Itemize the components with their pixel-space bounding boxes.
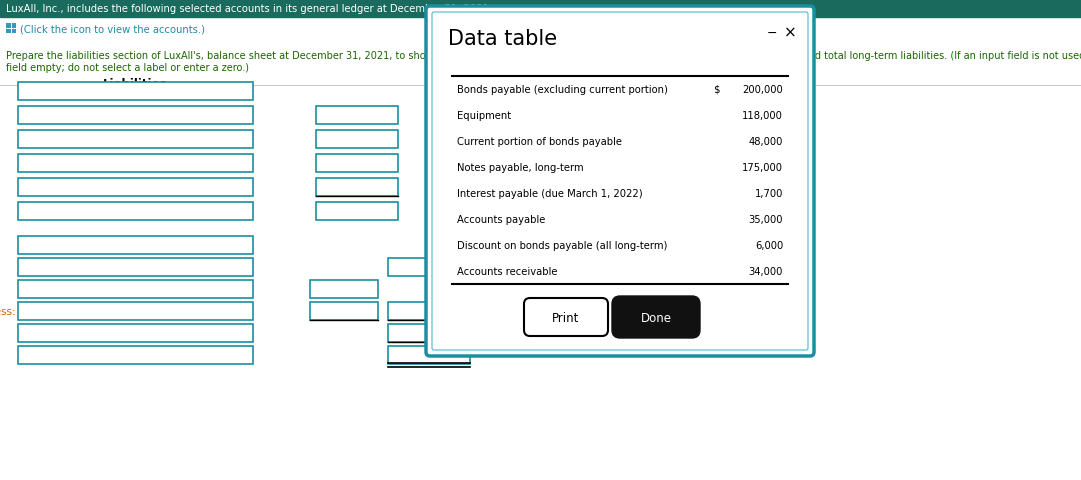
Bar [388,302,470,320]
Bar [388,258,470,276]
Text: 6,000: 6,000 [755,240,783,251]
Text: Notes payable, long-term: Notes payable, long-term [457,163,584,173]
Bar [18,302,253,320]
Text: Data table: Data table [448,29,557,49]
Bar [18,179,253,197]
Text: 35,000: 35,000 [748,215,783,225]
Bar [316,203,398,220]
Text: 175,000: 175,000 [742,163,783,173]
Bar [388,324,470,342]
Text: 200,000: 200,000 [743,85,783,95]
Text: Prepare the liabilities section of LuxAll's, balance sheet at December 31, 2021,: Prepare the liabilities section of LuxAl… [6,51,1081,61]
Text: ···: ··· [537,81,544,90]
Text: LuxAll, Inc., includes the following selected accounts in its general ledger at : LuxAll, Inc., includes the following sel… [6,4,492,14]
Text: Bonds payable (excluding current portion): Bonds payable (excluding current portion… [457,85,668,95]
Text: $: $ [713,85,720,95]
FancyBboxPatch shape [612,296,700,338]
Text: Accounts receivable: Accounts receivable [457,266,558,276]
Text: Done: Done [641,311,671,324]
FancyBboxPatch shape [525,78,556,93]
Text: Discount on bonds payable (all long-term): Discount on bonds payable (all long-term… [457,240,667,251]
Bar [18,107,253,125]
Bar [12,29,16,34]
Bar [18,203,253,220]
Text: 118,000: 118,000 [743,111,783,121]
Text: 1,700: 1,700 [755,189,783,199]
Text: 34,000: 34,000 [749,266,783,276]
Bar [388,346,470,364]
Text: Equipment: Equipment [457,111,511,121]
Bar [316,155,398,173]
Text: field empty; do not select a label or enter a zero.): field empty; do not select a label or en… [6,63,249,73]
Bar [18,237,253,254]
Bar [310,280,378,299]
Bar [18,258,253,276]
FancyBboxPatch shape [524,299,608,336]
FancyBboxPatch shape [426,7,814,356]
Text: −: − [766,26,777,39]
Text: Print: Print [552,311,579,324]
Bar [18,83,253,101]
Bar [0,0,1081,18]
Bar [6,24,11,28]
Text: Liabilities: Liabilities [104,77,168,90]
Text: Accounts payable: Accounts payable [457,215,546,225]
Text: Interest payable (due March 1, 2022): Interest payable (due March 1, 2022) [457,189,642,199]
Bar [6,29,11,34]
Text: Current portion of bonds payable: Current portion of bonds payable [457,137,622,147]
Bar [316,107,398,125]
Bar [18,131,253,149]
Bar [12,24,16,28]
Bar [310,302,378,320]
Bar [18,346,253,364]
Bar [18,324,253,342]
Text: (Click the icon to view the accounts.): (Click the icon to view the accounts.) [21,24,205,35]
Bar [316,131,398,149]
Bar [316,179,398,197]
Bar [18,280,253,299]
Bar [18,155,253,173]
Text: 48,000: 48,000 [749,137,783,147]
Text: Less:: Less: [0,306,16,316]
Text: ×: × [784,25,797,40]
